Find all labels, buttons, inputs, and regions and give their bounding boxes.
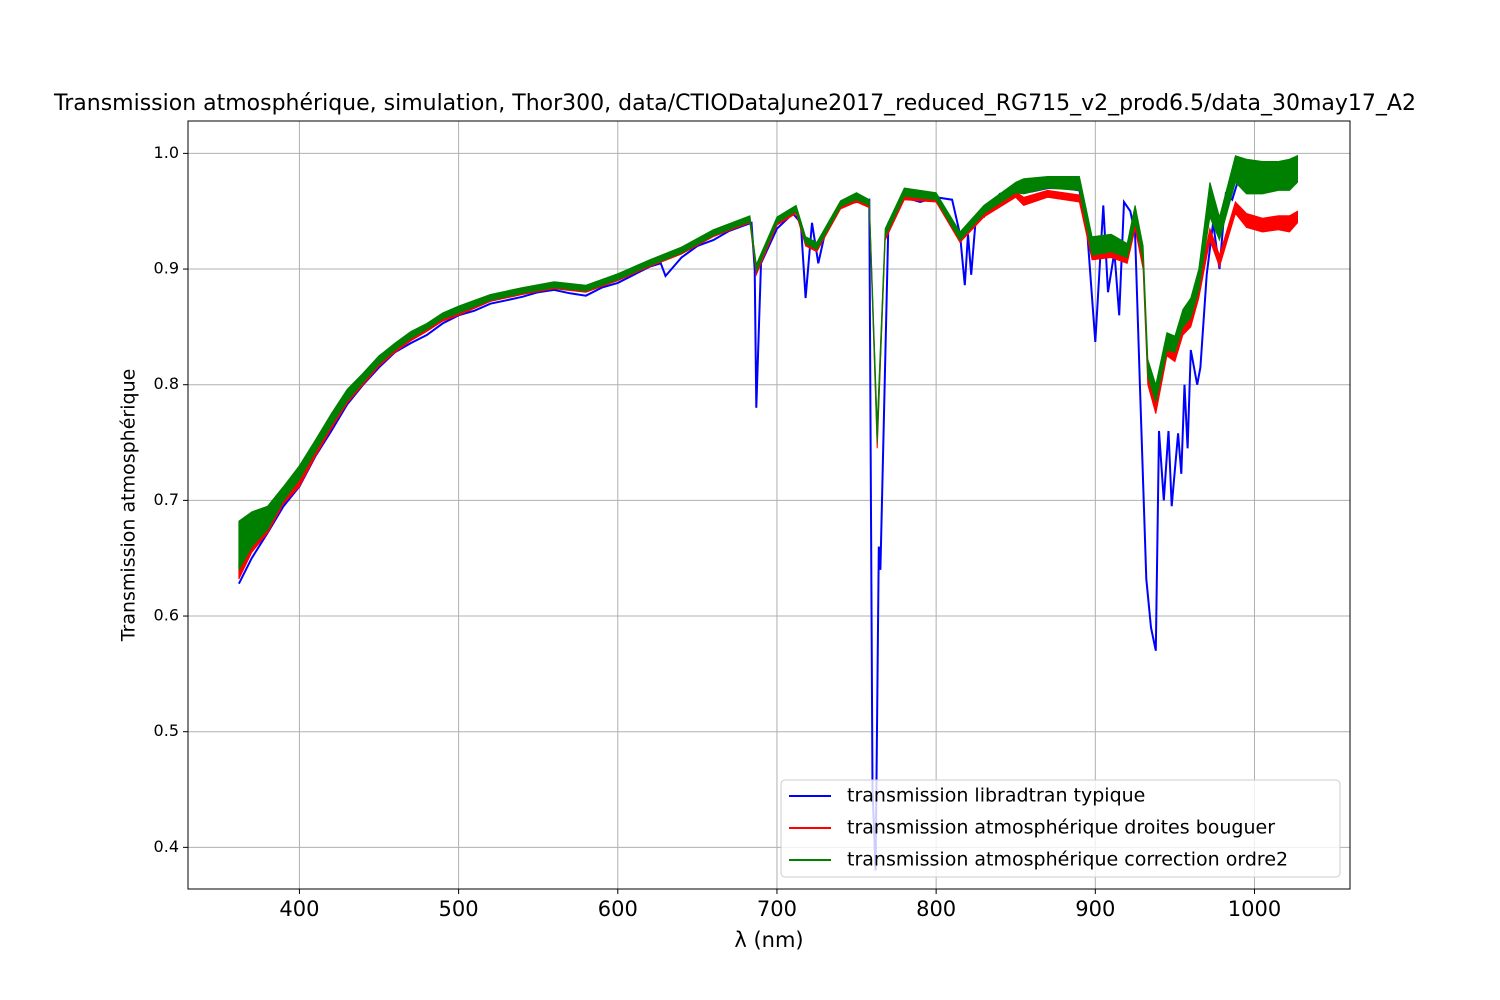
y-tick-label: 0.7 <box>154 490 179 509</box>
x-tick-label: 500 <box>439 897 479 921</box>
legend-label: transmission atmosphérique correction or… <box>847 849 1288 871</box>
x-tick-label: 800 <box>916 897 956 921</box>
y-axis-label: Transmission atmosphérique <box>118 369 140 643</box>
y-tick-label: 0.5 <box>154 721 179 740</box>
x-tick-label: 400 <box>279 897 319 921</box>
legend-label: transmission libradtran typique <box>847 785 1145 807</box>
y-tick-label: 0.9 <box>154 259 179 278</box>
x-tick-label: 1000 <box>1228 897 1281 921</box>
x-tick-label: 900 <box>1075 897 1115 921</box>
y-tick-label: 1.0 <box>154 143 179 162</box>
plot-area <box>238 154 1298 871</box>
y-tick-label: 0.6 <box>154 606 179 625</box>
y-tick-label: 0.4 <box>154 837 179 856</box>
x-axis-label: λ (nm) <box>734 928 803 952</box>
legend-label: transmission atmosphérique droites bougu… <box>847 817 1275 839</box>
band <box>238 154 1298 571</box>
data-line <box>238 172 1298 871</box>
x-tick-label: 700 <box>757 897 797 921</box>
chart-title: Transmission atmosphérique, simulation, … <box>53 91 1416 116</box>
legend-box <box>780 779 1341 878</box>
x-tick-label: 600 <box>598 897 638 921</box>
y-tick-label: 0.8 <box>154 374 179 393</box>
plot-frame <box>187 120 1351 890</box>
